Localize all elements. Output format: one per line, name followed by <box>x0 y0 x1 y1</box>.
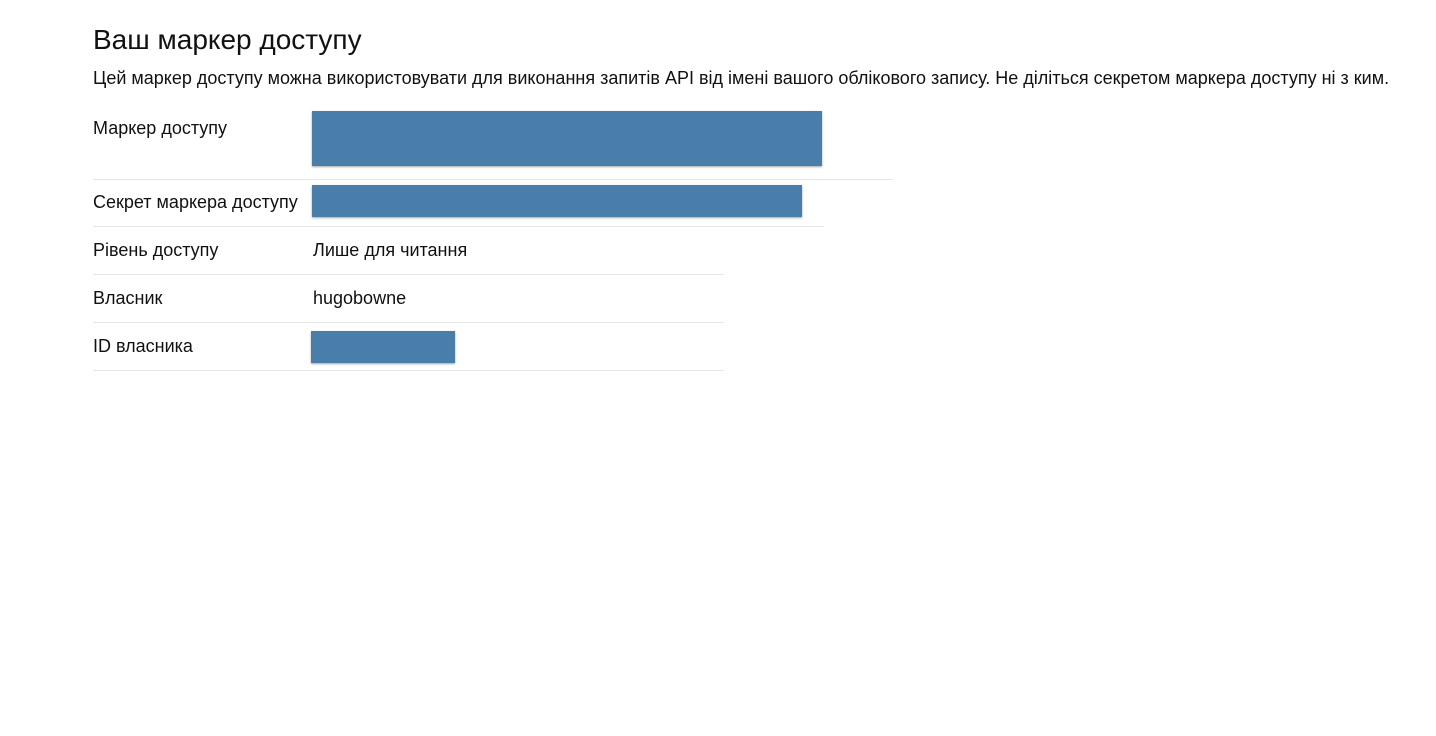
redacted-value <box>311 331 455 363</box>
field-label: Маркер доступу <box>93 118 228 138</box>
field-label: Рівень доступу <box>93 240 219 260</box>
field-row: Рівень доступу Лише для читання <box>93 227 724 275</box>
field-label: Власник <box>93 288 163 308</box>
field-value: Лише для читання <box>313 240 468 260</box>
field-label: ID власника <box>93 336 193 356</box>
field-label: Секрет маркера доступу <box>93 192 298 212</box>
field-row: ID власника <box>93 323 724 371</box>
field-row: Власник hugobowne <box>93 275 724 323</box>
description: Цей маркер доступу можна використовувати… <box>93 68 1390 88</box>
field-row: Маркер доступу <box>93 110 893 180</box>
field-value: hugobowne <box>313 288 407 308</box>
redacted-value <box>312 111 822 166</box>
header: Ваш маркер доступу Цей маркер доступу мо… <box>93 22 1389 92</box>
field-row: Секрет маркера доступу <box>93 180 824 227</box>
page-title: Ваш маркер доступу <box>93 24 362 55</box>
redacted-value <box>312 185 802 217</box>
